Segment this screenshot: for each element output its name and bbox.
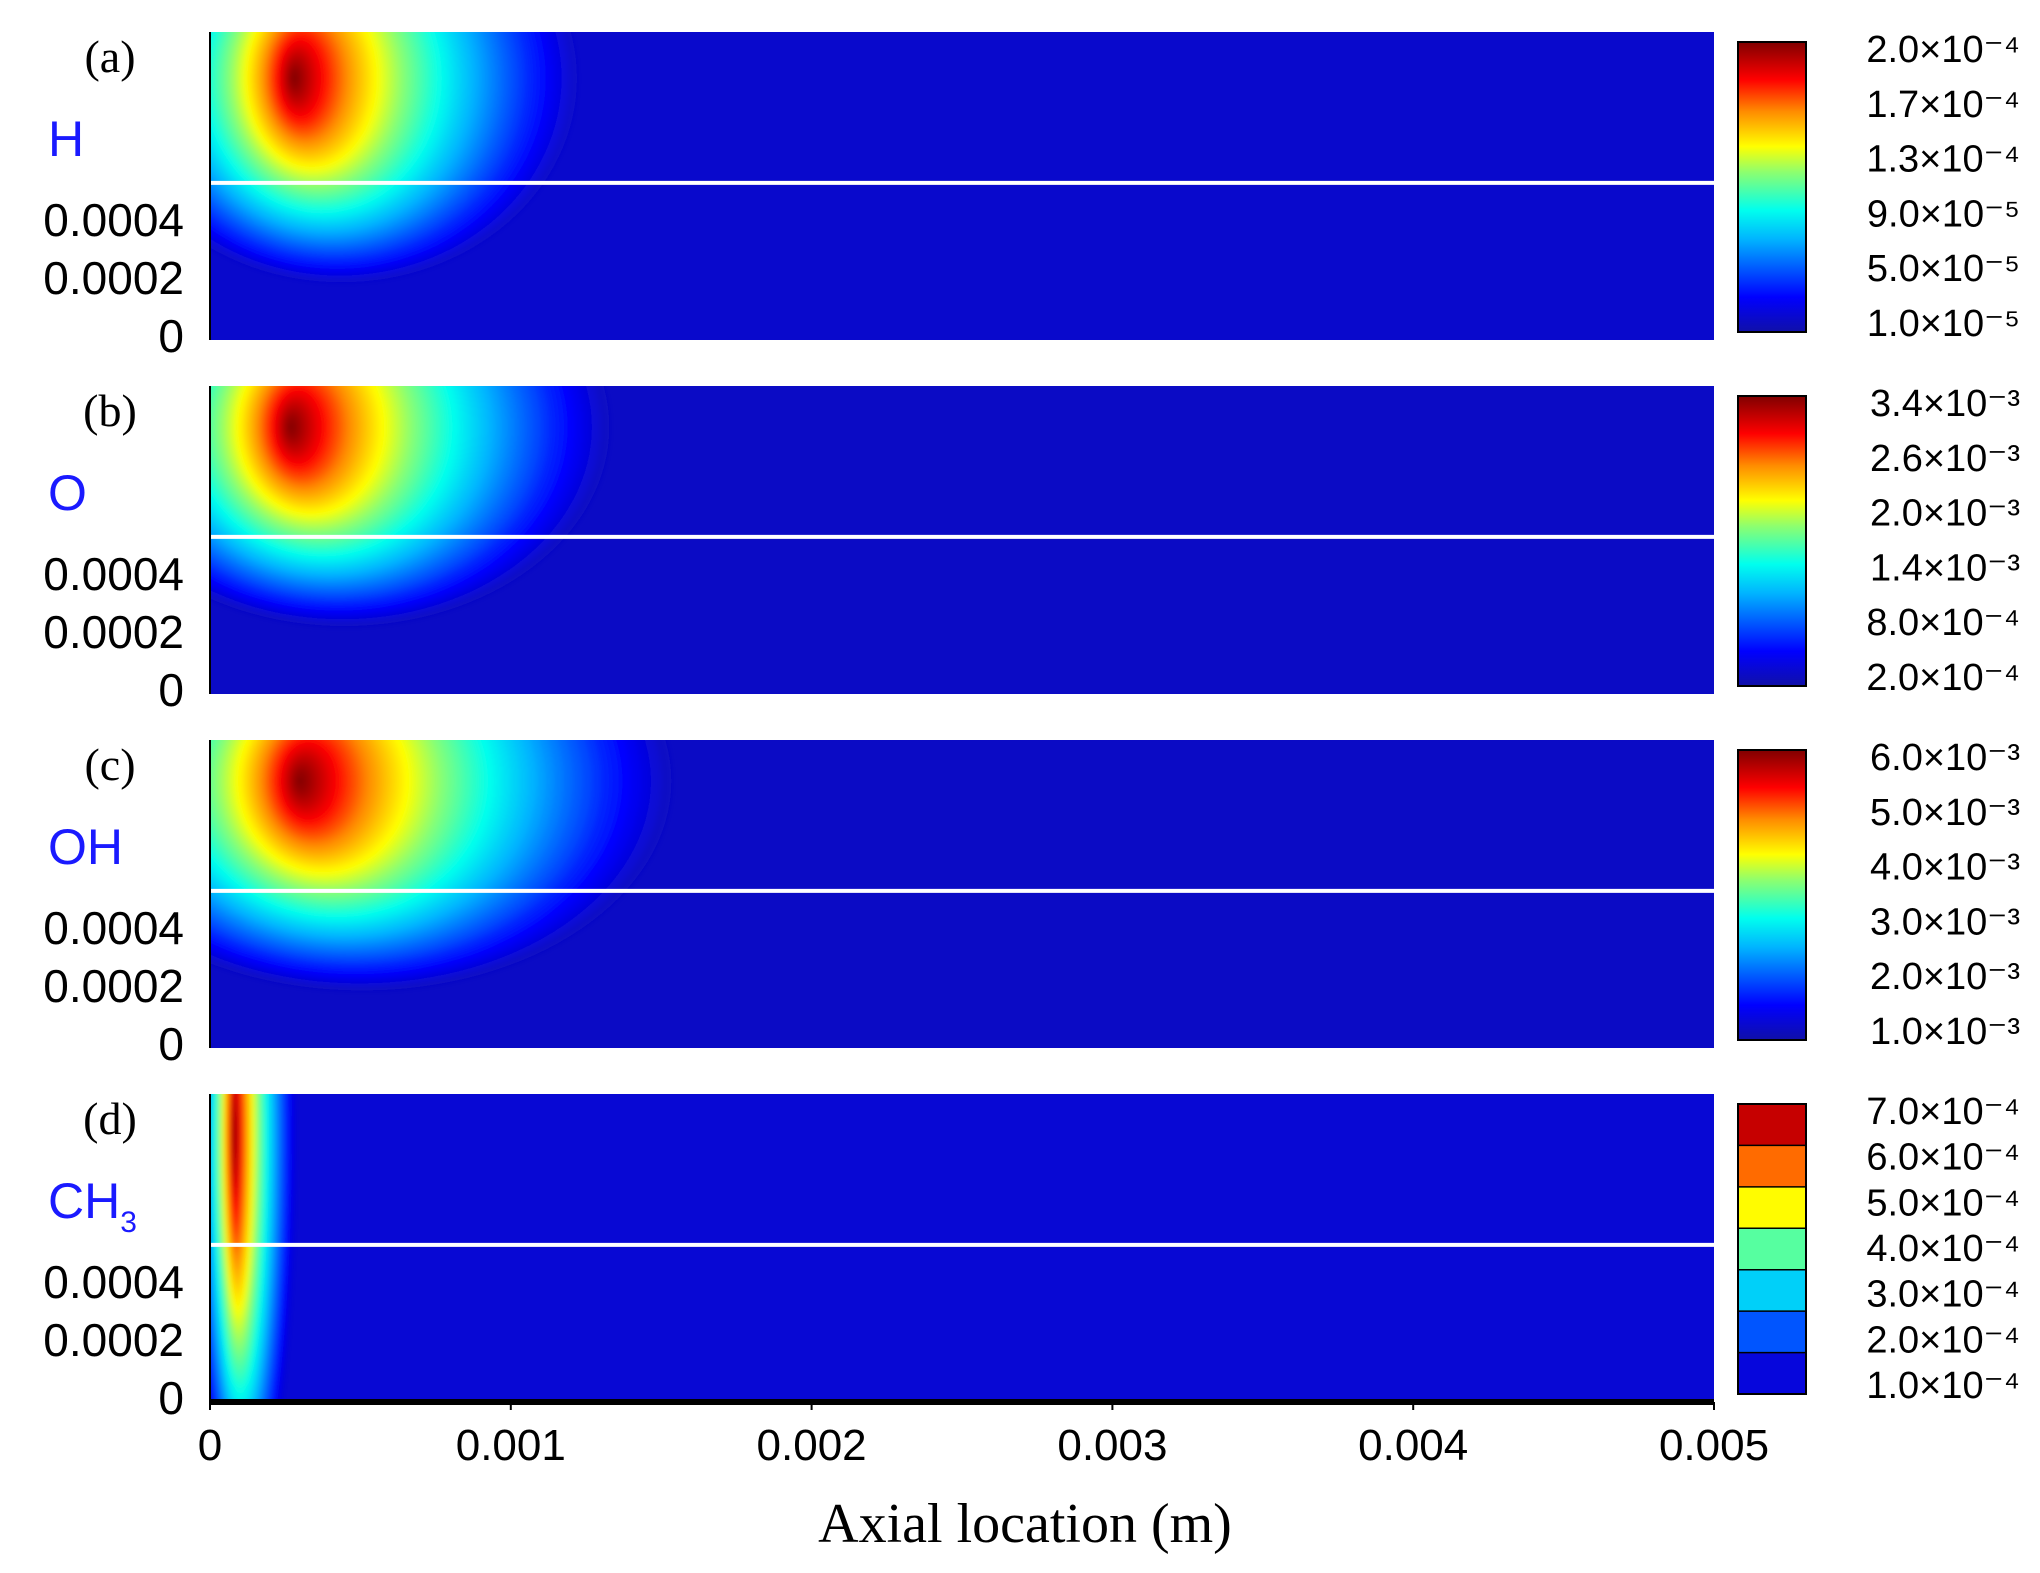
colorbar-gradient (1738, 750, 1806, 1040)
colorbar-frame (1737, 41, 1807, 333)
y-tick-label: 0.0004 (43, 902, 184, 954)
colorbar-band (1738, 1145, 1806, 1187)
colorbar-tick-label: 6.0×10⁻³ (1870, 737, 2020, 779)
x-tick-label: 0.001 (456, 1421, 566, 1470)
colorbar-tick-label: 2.6×10⁻³ (1870, 438, 2020, 480)
y-tick-label: 0 (158, 664, 184, 716)
colorbar-tick-label: 1.0×10⁻⁴ (1866, 1365, 2020, 1407)
colorbar-band (1738, 1186, 1806, 1229)
panel-1: (a)H 0.0004 0.0002 0 2.0×10⁻⁴ 1.7×10⁻⁴ 1.3×10⁻… (43, 29, 2020, 362)
colorbar-band (1738, 1269, 1806, 1312)
colorbar-tick-label: 7.0×10⁻⁴ (1866, 1091, 2020, 1133)
colorbar-tick-label: 5.0×10⁻⁴ (1866, 1182, 2020, 1224)
x-tick-label: 0 (198, 1421, 222, 1470)
colorbar-tick-label: 1.7×10⁻⁴ (1866, 84, 2020, 126)
y-tick-label: 0 (158, 1018, 184, 1070)
colorbar-tick-label: 4.0×10⁻⁴ (1866, 1228, 2020, 1270)
colorbar-frame (1737, 1103, 1807, 1395)
colorbar-tick-label: 1.3×10⁻⁴ (1866, 139, 2020, 181)
colorbar-band (1738, 1104, 1806, 1146)
colorbar-tick-label: 2.0×10⁻³ (1870, 493, 2020, 535)
x-tick-label: 0.002 (757, 1421, 867, 1470)
contour-hotspot (210, 1094, 296, 1402)
panels: (a)H 0.0004 0.0002 0 2.0×10⁻⁴ 1.7×10⁻⁴ 1.3×10⁻… (43, 29, 2020, 1424)
y-tick-label: 0.0002 (43, 1314, 184, 1366)
colorbar-tick-label: 5.0×10⁻⁵ (1867, 248, 2020, 290)
colorbar: 7.0×10⁻⁴6.0×10⁻⁴5.0×10⁻⁴4.0×10⁻⁴3.0×10⁻⁴… (1737, 1091, 2020, 1407)
y-tick-label: 0.0004 (43, 194, 184, 246)
colorbar-tick-label: 3.0×10⁻⁴ (1866, 1274, 2020, 1316)
panel-label: (d) (83, 1093, 137, 1144)
species-label: CH3 (48, 1173, 137, 1239)
colorbar: 6.0×10⁻³ 5.0×10⁻³ 4.0×10⁻³ 3.0×10⁻³ 2.0×10⁻³… (1737, 737, 2020, 1053)
colorbar-tick-label: 1.0×10⁻³ (1870, 1011, 2020, 1053)
colorbar-tick-label: 1.4×10⁻³ (1870, 547, 2020, 589)
y-tick-label: 0.0002 (43, 252, 184, 304)
y-tick-label: 0.0004 (43, 1256, 184, 1308)
x-axis-title: Axial location (m) (818, 1493, 1232, 1555)
y-tick-label: 0.0002 (43, 606, 184, 658)
x-tick-label: 0.003 (1057, 1421, 1167, 1470)
panel-4: (d) CH3 0.0004 0.0002 0 7.0×10⁻⁴6.0×10⁻⁴5.0×1… (43, 1091, 2020, 1424)
colorbar-gradient (1738, 396, 1806, 686)
colorbar: 2.0×10⁻⁴ 1.7×10⁻⁴ 1.3×10⁻⁴ 9.0×10⁻⁵ 5.0×10⁻⁵… (1737, 29, 2020, 345)
y-tick-label: 0.0002 (43, 960, 184, 1012)
colorbar-frame (1737, 749, 1807, 1041)
colorbar-tick-label: 1.0×10⁻⁵ (1867, 303, 2020, 345)
colorbar: 3.4×10⁻³ 2.6×10⁻³ 2.0×10⁻³ 1.4×10⁻³ 8.0×10⁻⁴… (1737, 383, 2020, 699)
x-tick-label: 0.005 (1659, 1421, 1769, 1470)
contour-hotspot (210, 386, 610, 626)
colorbar-tick-label: 3.0×10⁻³ (1870, 901, 2020, 943)
species-label: OH (48, 819, 123, 875)
contour-hotspot (210, 32, 577, 283)
species-label: O (48, 465, 87, 521)
colorbar-tick-label: 8.0×10⁻⁴ (1866, 602, 2020, 644)
contour-background (210, 1094, 1714, 1402)
species-subscript: 3 (120, 1206, 137, 1239)
x-tick-label: 0.004 (1358, 1421, 1468, 1470)
y-tick-label: 0 (158, 310, 184, 362)
y-tick-label: 0.0004 (43, 548, 184, 600)
colorbar-band (1738, 1228, 1806, 1270)
panel-label: (c) (84, 739, 135, 790)
colorbar-tick-label: 2.0×10⁻³ (1870, 956, 2020, 998)
colorbar-tick-label: 2.0×10⁻⁴ (1866, 1319, 2020, 1361)
y-tick-label: 0 (158, 1372, 184, 1424)
colorbar-band (1738, 1311, 1806, 1353)
colorbar-tick-label: 3.4×10⁻³ (1870, 383, 2020, 425)
colorbar-frame (1737, 395, 1807, 687)
colorbar-tick-label: 5.0×10⁻³ (1870, 792, 2020, 834)
panel-label: (b) (83, 385, 137, 436)
panel-3: (c) OH 0.0004 0.0002 0 6.0×10⁻³ 5.0×10⁻³ 4.0×10… (43, 737, 2020, 1070)
colorbar-tick-label: 6.0×10⁻⁴ (1866, 1137, 2020, 1179)
colorbar-tick-label: 2.0×10⁻⁴ (1866, 29, 2020, 71)
panel-2: (b) O 0.0004 0.0002 0 3.4×10⁻³ 2.6×10⁻³ 2.0×10⁻… (43, 383, 2020, 716)
contour-hotspot (210, 740, 672, 991)
panel-label: (a) (84, 31, 135, 82)
species-label: H (48, 111, 84, 167)
x-axis: 0 0.001 0.002 0.003 0.004 0.005 Axial location… (198, 1399, 1769, 1555)
colorbar-gradient (1738, 42, 1806, 332)
colorbar-tick-label: 2.0×10⁻⁴ (1866, 657, 2020, 699)
colorbar-tick-label: 4.0×10⁻³ (1870, 847, 2020, 889)
colorbar-band (1738, 1352, 1806, 1394)
colorbar-tick-label: 9.0×10⁻⁵ (1867, 193, 2020, 235)
